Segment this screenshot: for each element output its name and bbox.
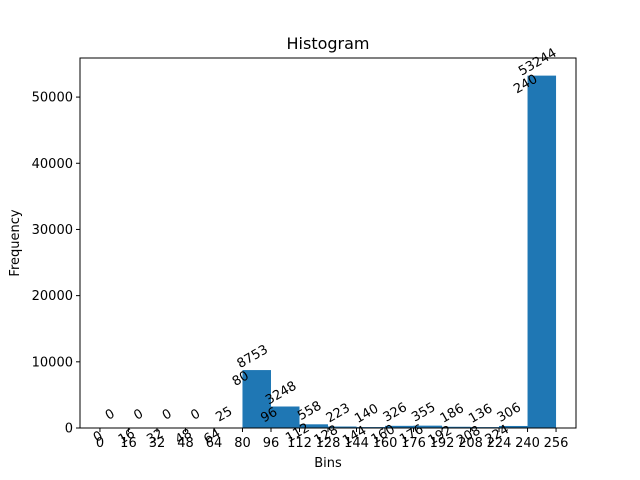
histogram-bar [299, 424, 328, 428]
x-axis: 0 16 32 48 64 80 96 112 128 144 160 176 192 208 224 240… [96, 428, 569, 451]
histogram-bar [499, 425, 528, 428]
bar-bin-label: 80 [230, 368, 252, 389]
x-tick-label: 176 [401, 436, 426, 451]
chart-title: Histogram [287, 34, 370, 53]
y-tick-label: 10000 [32, 355, 73, 370]
y-tick-label: 30000 [32, 223, 73, 238]
plot-frame [79, 57, 577, 429]
y-tick-label: 0 [65, 422, 73, 437]
histogram-bar [328, 426, 357, 428]
x-tick-label: 0 [96, 436, 104, 451]
histogram-bar [413, 425, 443, 428]
x-tick-label: 32 [149, 436, 166, 451]
x-tick-label: 144 [344, 436, 369, 451]
x-tick-label: 160 [373, 436, 398, 451]
y-tick-label: 50000 [32, 91, 73, 106]
bar-bin-label: 32 [144, 426, 166, 447]
bar-count-label: 25 [213, 404, 235, 425]
x-tick-label: 240 [515, 436, 540, 451]
bar-bin-label: 96 [258, 405, 280, 426]
histogram-bar [385, 425, 414, 428]
y-tick-label: 40000 [32, 157, 73, 172]
y-tick-label: 20000 [32, 289, 73, 304]
x-tick-label: 224 [487, 436, 512, 451]
x-tick-label: 16 [120, 436, 137, 451]
x-tick-label: 256 [544, 436, 569, 451]
y-axis-label: Frequency [8, 209, 23, 276]
histogram-bar [527, 75, 557, 429]
histogram-bar [270, 406, 300, 428]
x-tick-label: 112 [287, 436, 312, 451]
x-tick-label: 208 [458, 436, 483, 451]
x-tick-label: 80 [234, 436, 251, 451]
bars-group [213, 75, 557, 429]
bar-bin-label: 64 [201, 426, 223, 447]
y-axis: 0 10000 20000 30000 40000 50000 [32, 91, 80, 437]
histogram-bar [442, 426, 471, 428]
histogram-bar [242, 370, 271, 428]
x-axis-label: Bins [314, 456, 342, 471]
bar-bin-label: 16 [116, 426, 138, 447]
x-tick-label: 48 [177, 436, 194, 451]
bar-bin-label: 48 [173, 426, 195, 447]
x-tick-label: 96 [263, 436, 280, 451]
x-tick-label: 64 [206, 436, 223, 451]
x-tick-label: 192 [430, 436, 455, 451]
x-tick-label: 128 [316, 436, 341, 451]
